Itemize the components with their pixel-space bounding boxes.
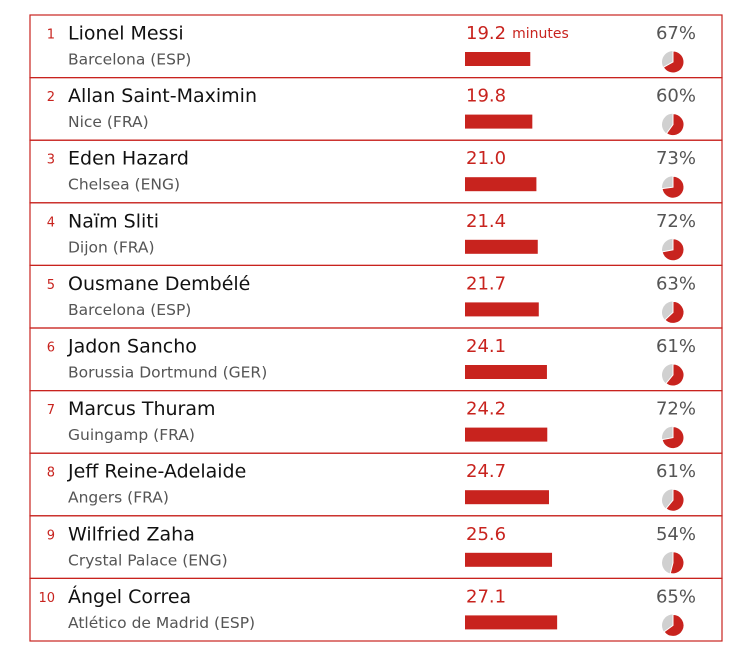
- player-name: Jeff Reine-Adelaide: [67, 461, 246, 483]
- pie-slice: [665, 488, 685, 512]
- player-name: Jadon Sancho: [67, 336, 197, 358]
- percent: 61%: [656, 336, 696, 357]
- minutes: 21.0: [466, 148, 506, 169]
- pie-slice: [665, 363, 685, 387]
- pie-slice: [663, 613, 685, 637]
- club: Guingamp (FRA): [68, 426, 195, 444]
- player-name: Ángel Correa: [68, 585, 191, 608]
- player-name: Allan Saint-Maximin: [68, 85, 257, 107]
- percent: 61%: [656, 461, 696, 482]
- minutes: 25.6: [466, 524, 506, 545]
- rank: 8: [47, 466, 55, 481]
- pie-slice: [665, 113, 685, 137]
- rank: 9: [47, 528, 55, 543]
- minutes-bar: [465, 615, 558, 630]
- minutes: 19.2 minutes: [466, 23, 569, 44]
- club: Dijon (FRA): [68, 238, 155, 256]
- percent: 65%: [656, 586, 696, 607]
- pie-slice: [664, 300, 685, 324]
- rank: 2: [47, 90, 55, 105]
- pie-slice: [662, 50, 685, 74]
- club: Crystal Palace (ENG): [68, 551, 228, 569]
- minutes: 24.7: [466, 461, 506, 482]
- minutes: 21.7: [466, 273, 506, 294]
- club: Borussia Dortmund (GER): [68, 364, 267, 382]
- rank: 10: [38, 591, 55, 606]
- player-name: Marcus Thuram: [68, 398, 216, 420]
- rank: 7: [47, 403, 55, 418]
- player-name: Eden Hazard: [68, 148, 189, 170]
- club: Chelsea (ENG): [68, 176, 180, 194]
- player-name: Naïm Sliti: [68, 210, 159, 232]
- club: Angers (FRA): [68, 489, 169, 507]
- percent: 73%: [656, 148, 696, 169]
- club: Barcelona (ESP): [68, 301, 191, 319]
- minutes-bar: [465, 239, 538, 254]
- player-name: Ousmane Dembélé: [68, 273, 250, 295]
- percent: 72%: [656, 399, 696, 420]
- rank: 3: [47, 153, 55, 168]
- minutes-bar: [465, 552, 553, 567]
- minutes: 24.2: [466, 399, 506, 420]
- minutes: 21.4: [466, 211, 506, 232]
- percent: 63%: [656, 273, 696, 294]
- minutes: 27.1: [466, 586, 506, 607]
- club: Nice (FRA): [68, 113, 149, 131]
- minutes-bar: [465, 427, 548, 442]
- pie-slice: [661, 238, 685, 262]
- rank: 6: [47, 341, 55, 356]
- player-name: Wilfried Zaha: [68, 523, 195, 545]
- player-name: Lionel Messi: [68, 23, 184, 45]
- pie-slice: [661, 426, 685, 450]
- rank: 1: [47, 28, 55, 43]
- club: Barcelona (ESP): [68, 51, 191, 69]
- percent: 60%: [656, 86, 696, 107]
- pie-slice: [661, 175, 685, 199]
- row-border: [29, 577, 723, 642]
- minutes-bar: [465, 302, 539, 317]
- percent: 54%: [656, 524, 696, 545]
- minutes-bar: [465, 52, 531, 66]
- minutes-bar: [465, 114, 533, 129]
- minutes: 24.1: [466, 336, 506, 357]
- percent: 67%: [656, 23, 696, 44]
- minutes-bar: [465, 365, 547, 379]
- rank: 4: [47, 215, 55, 230]
- rank: 5: [47, 278, 55, 293]
- minutes: 19.8: [466, 86, 506, 107]
- pie-slice: [669, 551, 685, 575]
- minutes-bar: [465, 177, 537, 192]
- percent: 72%: [656, 211, 696, 232]
- minutes-unit: minutes: [512, 26, 569, 42]
- club: Atlético de Madrid (ESP): [68, 614, 255, 632]
- minutes-bar: [465, 490, 549, 505]
